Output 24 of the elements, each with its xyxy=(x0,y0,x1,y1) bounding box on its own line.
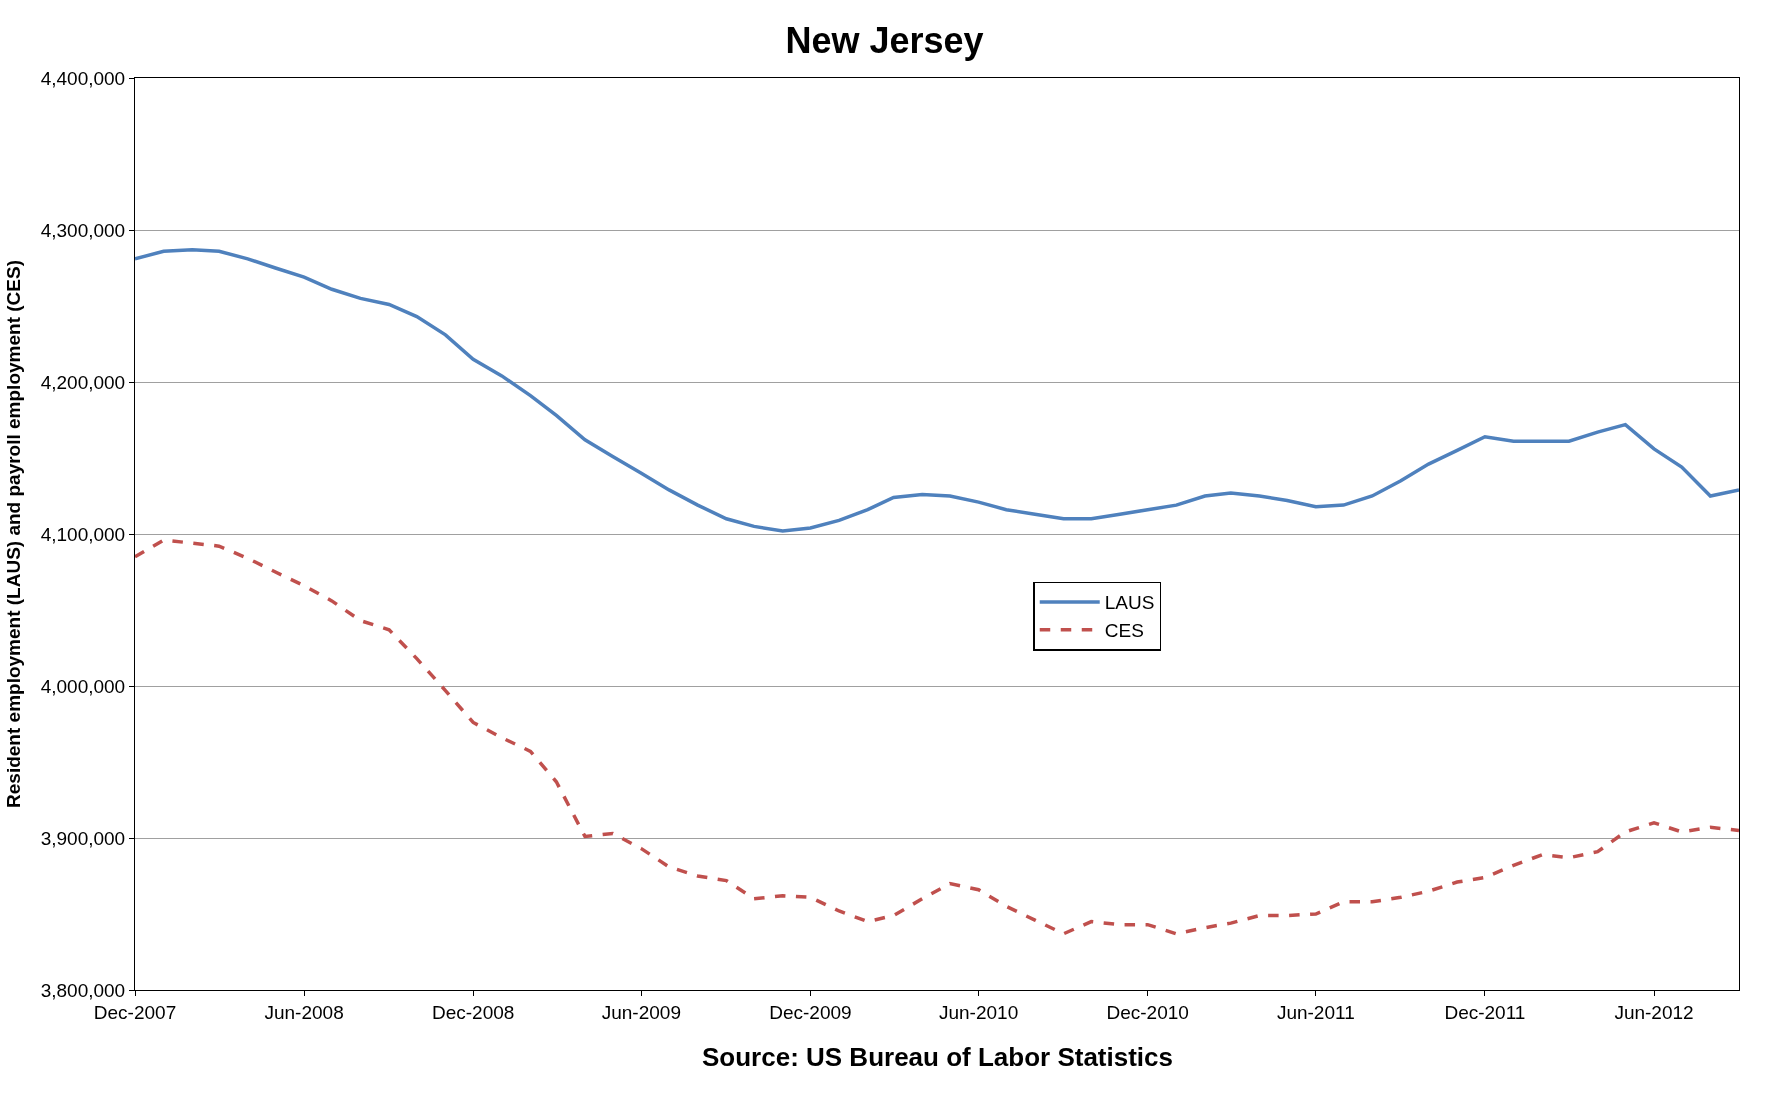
x-tick-label: Jun-2008 xyxy=(264,1001,344,1023)
legend-label: CES xyxy=(1104,620,1144,642)
x-tick-label: Dec-2007 xyxy=(93,1001,177,1023)
x-tick-label: Jun-2011 xyxy=(1276,1001,1355,1023)
y-tick-label: 3,900,000 xyxy=(40,827,126,849)
x-tick-label: Dec-2011 xyxy=(1444,1001,1526,1023)
chart-title: New Jersey xyxy=(785,19,984,61)
x-tick-label: Jun-2010 xyxy=(938,1001,1019,1023)
x-tick-label: Dec-2008 xyxy=(431,1001,515,1023)
x-tick-label: Dec-2010 xyxy=(1106,1001,1189,1023)
x-tick-label: Jun-2012 xyxy=(1614,1001,1694,1023)
y-tick-label: 4,100,000 xyxy=(40,523,126,545)
line-series xyxy=(135,538,1739,936)
x-tick-label: Jun-2009 xyxy=(601,1001,681,1023)
source-note: Source: US Bureau of Labor Statistics xyxy=(702,1042,1173,1072)
y-tick-label: 4,400,000 xyxy=(40,67,126,89)
line-series xyxy=(135,248,1739,533)
y-tick-label: 4,300,000 xyxy=(40,219,126,241)
x-tick-label: Dec-2009 xyxy=(769,1001,852,1023)
y-tick-label: 4,200,000 xyxy=(40,371,126,393)
y-axis-title: Resident employment (LAUS) and payroll employment (CES) xyxy=(2,260,24,808)
legend-label: LAUS xyxy=(1104,592,1155,614)
y-tick-label: 3,800,000 xyxy=(40,979,126,1001)
y-tick-label: 4,000,000 xyxy=(40,675,126,697)
